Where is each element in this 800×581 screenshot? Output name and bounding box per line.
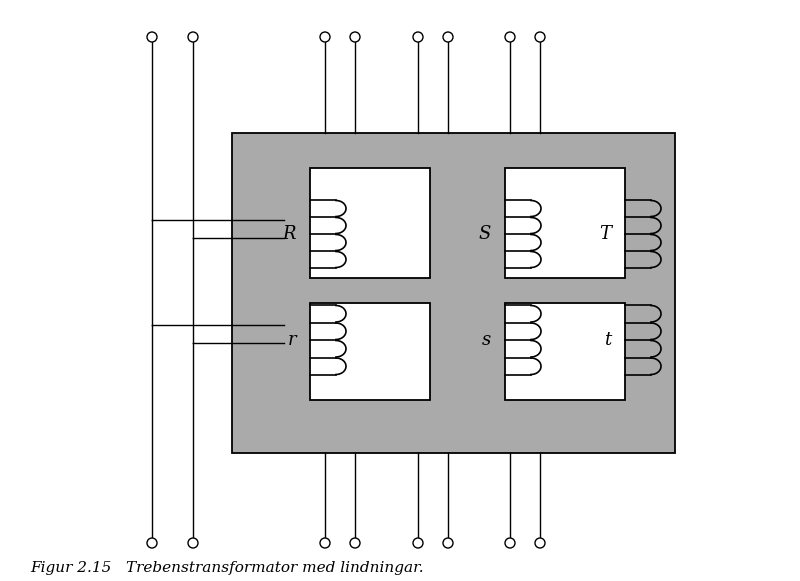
Text: R: R <box>282 225 296 243</box>
Text: r: r <box>287 331 296 349</box>
Circle shape <box>413 32 423 42</box>
Circle shape <box>320 538 330 548</box>
Circle shape <box>443 32 453 42</box>
Circle shape <box>413 538 423 548</box>
Circle shape <box>350 538 360 548</box>
Bar <box>310 168 430 278</box>
Text: T: T <box>599 225 611 243</box>
Circle shape <box>320 32 330 42</box>
Circle shape <box>147 538 157 548</box>
Circle shape <box>350 32 360 42</box>
Circle shape <box>505 32 515 42</box>
Bar <box>505 168 625 278</box>
Circle shape <box>147 32 157 42</box>
Bar <box>310 303 430 400</box>
Circle shape <box>535 32 545 42</box>
Circle shape <box>188 32 198 42</box>
Text: s: s <box>482 331 491 349</box>
Text: t: t <box>604 331 611 349</box>
Circle shape <box>505 538 515 548</box>
Circle shape <box>535 538 545 548</box>
Circle shape <box>443 538 453 548</box>
Text: Figur 2.15   Trebenstransformator med lindningar.: Figur 2.15 Trebenstransformator med lind… <box>30 561 424 575</box>
Bar <box>232 133 675 453</box>
Bar <box>505 303 625 400</box>
Circle shape <box>188 538 198 548</box>
Text: S: S <box>478 225 491 243</box>
